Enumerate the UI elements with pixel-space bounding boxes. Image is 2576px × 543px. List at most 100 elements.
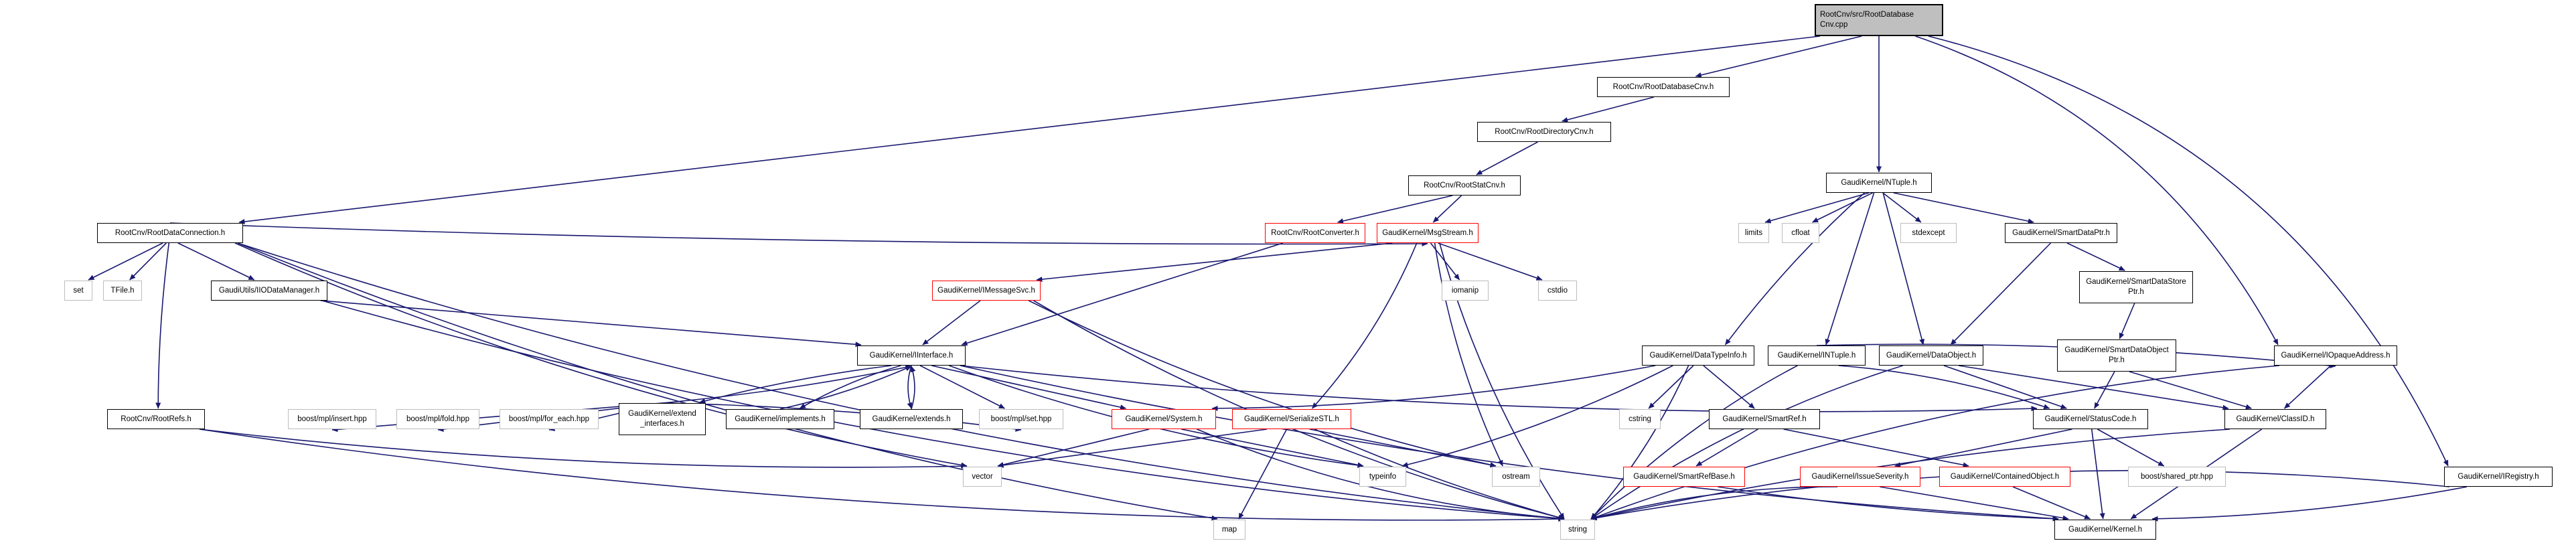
- graph-node-ostream: ostream: [1492, 467, 1540, 487]
- graph-node-label: GaudiKernel/MsgStream.h: [1382, 228, 1473, 237]
- graph-node-msgstream-h[interactable]: GaudiKernel/MsgStream.h: [1377, 223, 1479, 243]
- graph-node-rootdataconnection-h[interactable]: RootCnv/RootDataConnection.h: [97, 223, 243, 243]
- edge-serializestl-h-to-string: [1314, 429, 1565, 520]
- graph-node-intuple-h[interactable]: GaudiKernel/INTuple.h: [1768, 345, 1866, 366]
- graph-node-extends-h[interactable]: GaudiKernel/extends.h: [860, 409, 963, 429]
- graph-node-issueseverity-h[interactable]: GaudiKernel/IssueSeverity.h: [1800, 467, 1920, 487]
- edge-extend-interfaces-h-to-mpl-set: [662, 402, 1022, 432]
- graph-node-rootstatcnv-h[interactable]: RootCnv/RootStatCnv.h: [1408, 175, 1521, 196]
- graph-node-label: GaudiKernel/StatusCode.h: [2044, 414, 2137, 423]
- edge-serializestl-h-to-vector: [997, 429, 1268, 468]
- edge-root-to-rootdatabasecnv-h: [1695, 35, 1862, 78]
- graph-node-smartrefbase-h[interactable]: GaudiKernel/SmartRefBase.h: [1623, 467, 1745, 487]
- graph-node-smartdataobjectptr-h[interactable]: GaudiKernel/SmartDataObject Ptr.h: [2057, 339, 2176, 372]
- graph-node-iinterface-h[interactable]: GaudiKernel/IInterface.h: [857, 345, 966, 366]
- edge-rootdataconnection-h-to-msgstream-h: [169, 222, 1428, 247]
- graph-node-smartdatastoreptr-h[interactable]: GaudiKernel/SmartDataStore Ptr.h: [2079, 271, 2193, 303]
- graph-node-serializestl-h[interactable]: GaudiKernel/SerializeSTL.h: [1232, 409, 1351, 429]
- edge-ntuple-h-to-limits: [1764, 192, 1870, 224]
- graph-node-label: RootCnv/RootDataConnection.h: [115, 228, 226, 237]
- graph-node-label: RootCnv/RootStatCnv.h: [1424, 181, 1505, 189]
- graph-node-stdexcept: stdexcept: [1900, 223, 1957, 243]
- graph-node-label: map: [1221, 525, 1237, 534]
- graph-node-rootconverter-h[interactable]: RootCnv/RootConverter.h: [1265, 223, 1365, 243]
- graph-node-map: map: [1213, 520, 1245, 540]
- edge-rootdataconnection-h-to-map: [237, 242, 1218, 521]
- graph-node-label: cfloat: [1791, 228, 1810, 237]
- graph-node-label: RootCnv/RootRefs.h: [121, 414, 192, 423]
- graph-node-label: GaudiKernel/SerializeSTL.h: [1244, 414, 1339, 423]
- edge-containedobject-h-to-kernel-h: [2012, 486, 2091, 520]
- graph-node-iregistry-h[interactable]: GaudiKernel/IRegistry.h: [2444, 467, 2553, 487]
- graph-node-label: RootCnv/RootDirectoryCnv.h: [1495, 127, 1594, 136]
- graph-node-iiodatamanager-h[interactable]: GaudiUtils/IIODataManager.h: [211, 281, 327, 301]
- edge-ntuple-h-to-intuple-h: [1825, 192, 1875, 345]
- graph-node-mpl-foreach: boost/mpl/for_each.hpp: [500, 409, 599, 429]
- edge-iinterface-h-to-extends-h: [907, 365, 913, 409]
- edge-rootdataconnection-h-to-tfile-h: [129, 242, 167, 281]
- graph-node-label: vector: [972, 472, 993, 481]
- graph-node-label: GaudiKernel/IOpaqueAddress.h: [2281, 351, 2391, 360]
- edge-statuscode-h-to-shared-ptr: [2097, 429, 2165, 467]
- edge-iopaqueaddress-h-to-classid-h: [2283, 365, 2332, 409]
- edge-extends-h-to-iinterface-h: [910, 366, 916, 410]
- graph-node-label: cstring: [1628, 414, 1651, 423]
- graph-node-label: RootCnv/src/RootDatabase Cnv.cpp: [1820, 11, 1914, 29]
- edge-iinterface-h-to-mpl-set: [919, 365, 1005, 409]
- graph-node-label: boost/mpl/for_each.hpp: [508, 414, 590, 423]
- graph-node-rootrefs-h[interactable]: RootCnv/RootRefs.h: [107, 409, 205, 429]
- edge-datatypeinfo-h-to-string: [1590, 365, 1689, 520]
- edge-smartrefbase-h-to-kernel-h: [1718, 486, 2059, 522]
- graph-node-extend-interfaces-h[interactable]: GaudiKernel/extend _interfaces.h: [619, 403, 706, 435]
- edge-smartdataptr-h-to-dataobject-h: [1950, 242, 2052, 345]
- graph-node-label: boost/mpl/set.hpp: [990, 414, 1052, 423]
- graph-node-label: iomanip: [1451, 286, 1479, 295]
- graph-node-label: GaudiKernel/IssueSeverity.h: [1811, 472, 1909, 481]
- graph-node-mpl-set: boost/mpl/set.hpp: [979, 409, 1063, 429]
- graph-node-implements-h[interactable]: GaudiKernel/implements.h: [726, 409, 834, 429]
- edge-datatypeinfo-h-to-cstring: [1648, 365, 1694, 409]
- edge-ntuple-h-to-dataobject-h: [1882, 192, 1924, 345]
- graph-node-smartref-h[interactable]: GaudiKernel/SmartRef.h: [1709, 409, 1820, 429]
- graph-node-containedobject-h[interactable]: GaudiKernel/ContainedObject.h: [1939, 467, 2070, 487]
- edge-smartref-h-to-containedobject-h: [1783, 429, 1969, 468]
- graph-node-statuscode-h[interactable]: GaudiKernel/StatusCode.h: [2033, 409, 2148, 429]
- edge-datatypeinfo-h-to-typeinfo: [1401, 365, 1673, 467]
- edge-iiodatamanager-h-to-iinterface-h: [320, 300, 862, 347]
- graph-node-smartdataptr-h[interactable]: GaudiKernel/SmartDataPtr.h: [2005, 223, 2117, 243]
- edge-issueseverity-h-to-string: [1590, 486, 1838, 520]
- graph-node-ntuple-h[interactable]: GaudiKernel/NTuple.h: [1826, 173, 1932, 193]
- graph-node-tfile-h: TFile.h: [103, 281, 142, 301]
- edge-extend-interfaces-h-to-iinterface-h: [662, 364, 912, 404]
- edge-system-h-to-typeinfo: [1181, 429, 1364, 468]
- graph-node-dataobject-h[interactable]: GaudiKernel/DataObject.h: [1879, 345, 1983, 366]
- edge-rootdataconnection-h-to-iiodatamanager-h: [177, 242, 255, 281]
- graph-node-label: limits: [1744, 228, 1763, 237]
- graph-node-label: GaudiKernel/ClassID.h: [2236, 414, 2315, 423]
- graph-node-classid-h[interactable]: GaudiKernel/ClassID.h: [2224, 409, 2326, 429]
- graph-node-imessagesvc-h[interactable]: GaudiKernel/IMessageSvc.h: [932, 281, 1041, 301]
- edge-root-to-iopaqueaddress-h: [1915, 35, 2279, 345]
- graph-node-label: cstdio: [1547, 286, 1568, 295]
- graph-node-system-h[interactable]: GaudiKernel/System.h: [1112, 409, 1216, 429]
- graph-node-mpl-insert: boost/mpl/insert.hpp: [288, 409, 376, 429]
- graph-node-typeinfo: typeinfo: [1359, 467, 1406, 487]
- graph-node-datatypeinfo-h[interactable]: GaudiKernel/DataTypeInfo.h: [1642, 345, 1754, 366]
- graph-node-shared-ptr: boost/shared_ptr.hpp: [2128, 467, 2226, 487]
- edge-iinterface-h-to-kernel-h: [960, 365, 2059, 522]
- graph-node-iopaqueaddress-h[interactable]: GaudiKernel/IOpaqueAddress.h: [2274, 345, 2397, 366]
- graph-node-label: GaudiKernel/SmartDataObject Ptr.h: [2064, 346, 2169, 364]
- graph-node-kernel-h[interactable]: GaudiKernel/Kernel.h: [2054, 520, 2156, 540]
- edge-msgstream-h-to-cstdio: [1438, 242, 1543, 281]
- edge-imessagesvc-h-to-iinterface-h: [922, 300, 981, 345]
- graph-node-rootdirectorycnv-h[interactable]: RootCnv/RootDirectoryCnv.h: [1477, 122, 1611, 142]
- edge-rootdataconnection-h-to-set: [88, 242, 163, 281]
- edge-smartdataobjectptr-h-to-classid-h: [2129, 371, 2252, 410]
- graph-node-cstring: cstring: [1619, 409, 1661, 429]
- edge-dataobject-h-to-statuscode-h: [1943, 365, 2067, 409]
- edge-smartdataptr-h-to-smartdatastoreptr-h: [2066, 242, 2125, 271]
- graph-node-label: GaudiKernel/DataObject.h: [1886, 351, 1977, 360]
- graph-node-string: string: [1560, 520, 1595, 540]
- graph-node-rootdatabasecnv-h[interactable]: RootCnv/RootDatabaseCnv.h: [1597, 77, 1730, 97]
- graph-node-label: GaudiKernel/extends.h: [872, 414, 951, 423]
